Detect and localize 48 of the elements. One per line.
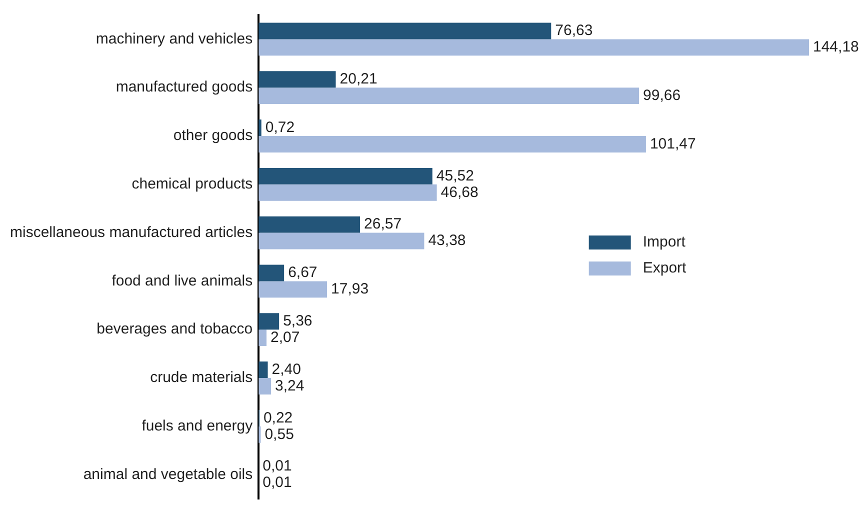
y-tick-label: manufactured goods: [116, 78, 253, 96]
data-label: 2,07: [270, 328, 300, 346]
bar: [258, 264, 284, 282]
data-label: 43,38: [428, 232, 466, 250]
data-label: 2,40: [272, 360, 301, 378]
bar: [258, 22, 552, 40]
data-label: 0,22: [263, 409, 293, 426]
y-tick-label: chemical products: [132, 176, 253, 193]
y-tick-label: miscellaneous manufactured articles: [10, 224, 253, 241]
data-label: 5,36: [283, 312, 312, 330]
bar: [258, 184, 437, 201]
data-label: 20,21: [340, 70, 378, 88]
y-tick-label: animal and vegetable oils: [83, 466, 253, 483]
legend-label: Export: [642, 260, 688, 277]
bar: [258, 232, 424, 250]
data-label: 0,01: [262, 458, 292, 475]
data-label: 99,66: [643, 86, 681, 104]
bar: [258, 120, 262, 136]
data-label: 26,57: [364, 216, 402, 233]
data-label: 3,24: [274, 377, 304, 394]
y-tick-label: food and live animals: [112, 272, 253, 290]
bar: [258, 313, 280, 330]
data-label: 76,63: [555, 22, 593, 40]
bar: [258, 88, 640, 104]
data-label: 144,18: [813, 38, 859, 56]
bar: [258, 378, 271, 394]
y-tick-label: fuels and energy: [142, 418, 254, 435]
bar: [258, 39, 809, 56]
data-label: 0,72: [265, 118, 295, 136]
bar: [258, 71, 336, 88]
data-label: 0,01: [262, 474, 292, 492]
bar: [258, 330, 267, 346]
data-label: 17,93: [331, 280, 369, 298]
data-label: 46,68: [440, 184, 478, 201]
y-tick-label: beverages and tobacco: [96, 320, 253, 338]
data-label: 101,47: [650, 135, 696, 152]
bar: [258, 136, 646, 152]
bar: [258, 216, 360, 233]
data-label: 45,52: [436, 167, 474, 184]
y-tick-label: machinery and vehicles: [96, 30, 253, 48]
bar: [258, 362, 268, 378]
data-label: 0,55: [264, 426, 294, 443]
legend-label: Import: [642, 234, 686, 251]
y-tick-label: other goods: [173, 127, 253, 144]
bar: [258, 281, 328, 298]
data-label: 6,67: [288, 264, 318, 282]
y-tick-label: crude materials: [150, 369, 253, 386]
bar: [258, 168, 432, 184]
